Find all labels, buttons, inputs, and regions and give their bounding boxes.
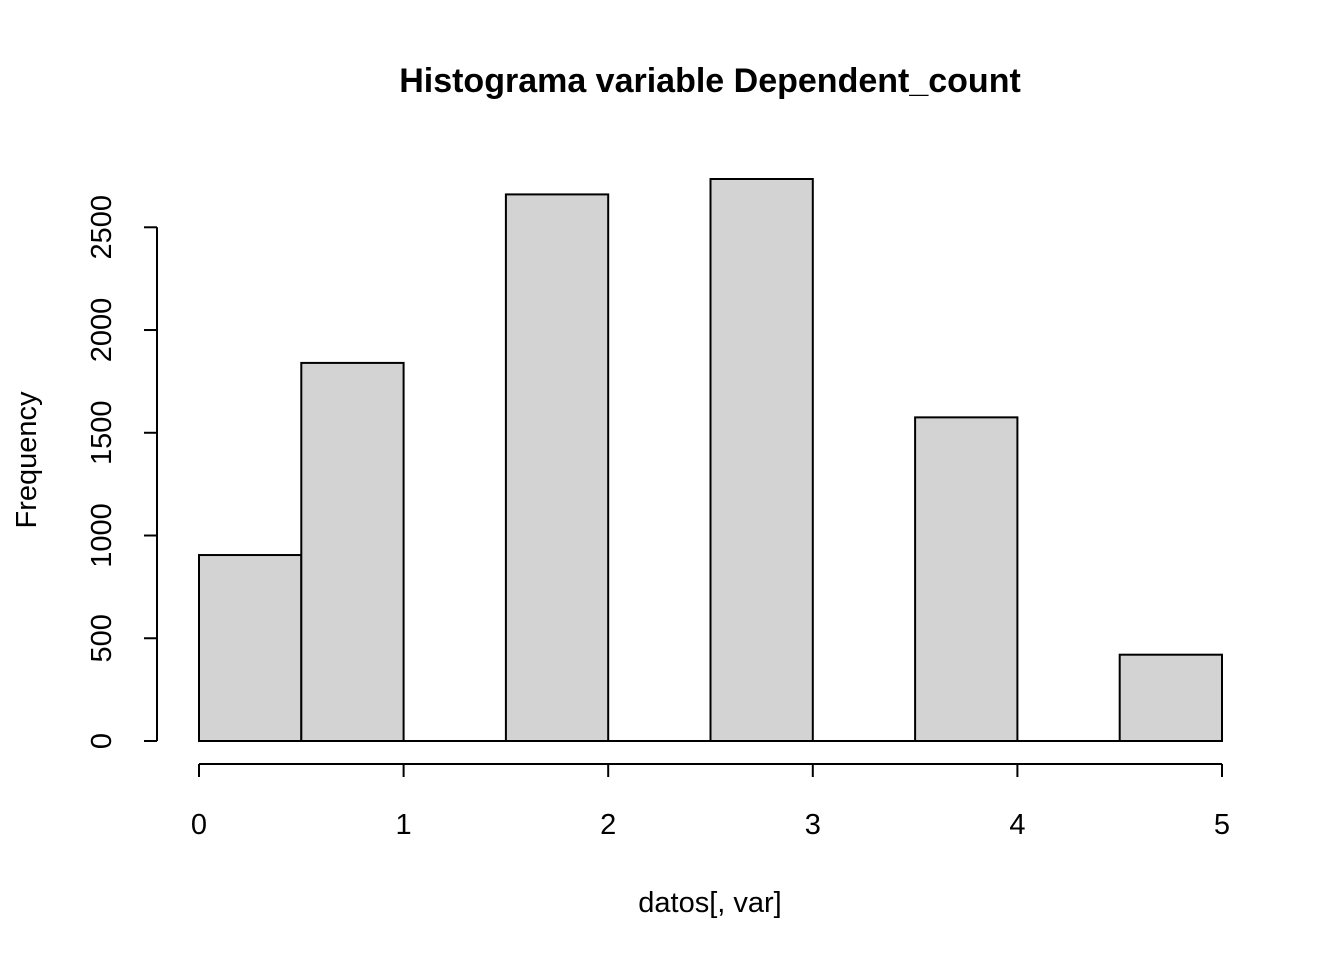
histogram-bar-9 [1118, 653, 1223, 743]
y-axis-label: Frequency [11, 391, 43, 529]
x-axis: 0 1 2 3 4 5 [191, 763, 1230, 841]
y-tick-label-0: 0 [86, 733, 118, 749]
bars-layer [198, 178, 1223, 743]
histogram-bar-1 [300, 361, 405, 742]
x-tick-label-4: 4 [1009, 809, 1025, 841]
y-tick-label-3: 1500 [86, 401, 118, 466]
histogram-bar-7 [914, 416, 1019, 742]
y-tick-label-5: 2500 [86, 195, 118, 260]
histogram-bar-5 [709, 178, 814, 742]
chart-title: Histograma variable Dependent_count [399, 62, 1021, 100]
y-axis: 0 500 1000 1500 2000 2500 [86, 195, 158, 749]
histogram-bar-3 [504, 193, 610, 743]
y-tick-label-1: 500 [86, 614, 118, 662]
y-tick-label-2: 1000 [86, 503, 118, 568]
x-tick-label-5: 5 [1214, 809, 1230, 841]
histogram-bar-0 [198, 554, 303, 742]
x-tick-label-0: 0 [191, 809, 207, 841]
x-axis-label: datos[, var] [638, 887, 781, 919]
x-tick-label-1: 1 [396, 809, 412, 841]
y-tick-label-4: 2000 [86, 298, 118, 363]
x-tick-label-2: 2 [600, 809, 616, 841]
x-tick-label-3: 3 [805, 809, 821, 841]
